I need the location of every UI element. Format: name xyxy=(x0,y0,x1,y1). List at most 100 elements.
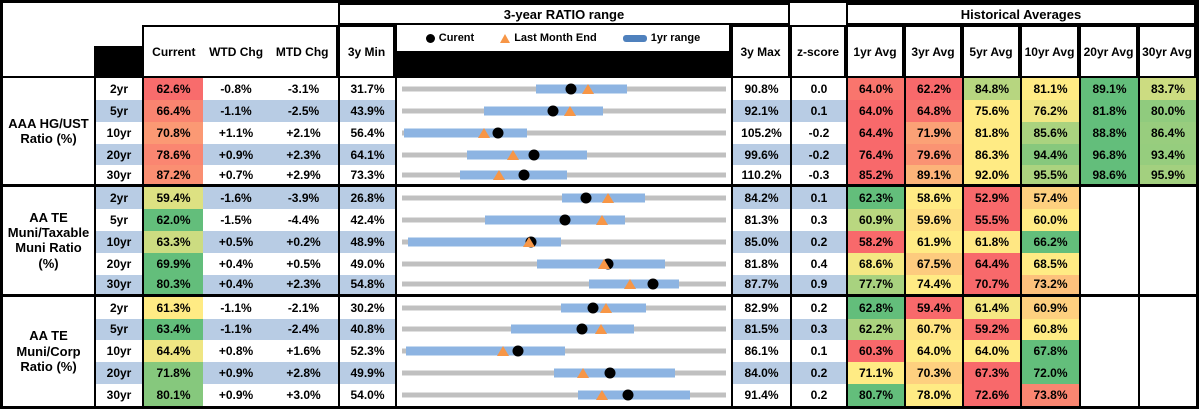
current-cell: 66.4% xyxy=(142,99,203,122)
zscore-cell: 0.0 xyxy=(790,78,846,100)
legend-range-item: 1yr range xyxy=(622,32,700,44)
avg-cell: 58.2% xyxy=(846,231,904,253)
one-year-range-bar xyxy=(405,346,565,356)
avg-cell: 88.8% xyxy=(1079,121,1138,144)
last-month-end-marker xyxy=(507,149,520,160)
tenor-cell: 5yr xyxy=(94,99,142,122)
range-chart-cell xyxy=(395,362,731,385)
zscore-cell: 0.1 xyxy=(790,340,846,363)
avg-cell xyxy=(1079,231,1138,253)
avg-col-header-5yr: 5yr Avg xyxy=(962,25,1020,78)
min-3y-cell: 56.4% xyxy=(338,121,395,144)
one-year-range-bar xyxy=(577,390,691,400)
tenor-cell: 5yr xyxy=(94,318,142,341)
wtd-chg-cell: +0.9% xyxy=(203,384,269,406)
last-month-end-marker xyxy=(564,105,577,116)
avg-cell: 59.6% xyxy=(904,209,962,232)
wtd-chg-cell: -1.1% xyxy=(203,99,269,122)
max-3y-cell: 87.7% xyxy=(731,274,790,297)
range-chart-cell xyxy=(395,318,731,341)
zscore-cell: 0.1 xyxy=(790,99,846,122)
mtd-chg-cell: +2.3% xyxy=(269,274,338,297)
avg-cell: 92.0% xyxy=(962,165,1020,188)
avg-cell: 55.5% xyxy=(962,209,1020,232)
legend-current-label: Curent xyxy=(438,32,475,44)
zscore-col-header: z-score xyxy=(790,25,846,78)
avg-cell: 64.0% xyxy=(846,78,904,100)
avg-cell: 86.3% xyxy=(962,143,1020,166)
three-year-range-track xyxy=(402,130,726,136)
one-year-range-bar xyxy=(484,106,603,116)
last-month-end-marker xyxy=(523,236,536,247)
current-dot xyxy=(604,367,616,379)
wtd-chg-cell: +0.5% xyxy=(203,231,269,253)
min-3y-cell: 26.8% xyxy=(338,187,395,210)
tenor-cell: 20yr xyxy=(94,362,142,385)
one-year-range-bar xyxy=(403,128,528,138)
header-spacer-left xyxy=(3,3,338,25)
three-year-range-track xyxy=(402,281,726,287)
zscore-cell: -0.2 xyxy=(790,121,846,144)
last-month-end-marker xyxy=(582,83,595,94)
wtd-chg-cell: +0.4% xyxy=(203,252,269,275)
current-cell: 80.3% xyxy=(142,274,203,297)
avg-cell: 94.4% xyxy=(1020,143,1079,166)
avg-cell: 70.7% xyxy=(962,274,1020,297)
last-month-end-marker xyxy=(602,193,615,204)
current-dot xyxy=(512,345,524,357)
one-year-range-bar xyxy=(459,170,568,180)
max-3y-cell: 99.6% xyxy=(731,143,790,166)
last-month-end-marker xyxy=(596,390,609,401)
three-year-range-track xyxy=(402,239,726,245)
current-dot xyxy=(576,323,588,335)
group-label: AA TE Muni/Taxable Muni Ratio (%) xyxy=(3,187,94,297)
range-chart-cell xyxy=(395,252,731,275)
avg-cell xyxy=(1138,274,1196,297)
max-3y-cell: 105.2% xyxy=(731,121,790,144)
avg-cell: 66.2% xyxy=(1020,231,1079,253)
avg-cell: 98.6% xyxy=(1079,165,1138,188)
range-chart-cell xyxy=(395,143,731,166)
max-3y-cell: 81.8% xyxy=(731,252,790,275)
avg-col-header-3yr: 3yr Avg xyxy=(904,25,962,78)
tenor-col-header xyxy=(94,25,142,78)
avg-cell: 81.8% xyxy=(1079,99,1138,122)
avg-cell: 64.0% xyxy=(846,99,904,122)
avg-cell: 73.2% xyxy=(1020,274,1079,297)
avg-cell: 60.8% xyxy=(1020,318,1079,341)
avg-cell: 61.8% xyxy=(962,231,1020,253)
avg-cell: 61.9% xyxy=(904,231,962,253)
tenor-cell: 2yr xyxy=(94,187,142,210)
avg-cell: 81.1% xyxy=(1020,78,1079,100)
last-month-end-marker xyxy=(477,127,490,138)
avg-cell: 71.1% xyxy=(846,362,904,385)
avg-cell: 86.4% xyxy=(1138,121,1196,144)
wtd-chg-cell: -0.8% xyxy=(203,78,269,100)
avg-cell xyxy=(1079,187,1138,210)
avg-cell xyxy=(1079,209,1138,232)
current-dot xyxy=(492,127,504,139)
zscore-cell: 0.1 xyxy=(790,187,846,210)
min-3y-col-header: 3y Min xyxy=(338,25,395,78)
min-3y-cell: 52.3% xyxy=(338,340,395,363)
avg-cell: 62.2% xyxy=(846,318,904,341)
tenor-cell: 10yr xyxy=(94,340,142,363)
wtd-chg-cell: -1.1% xyxy=(203,318,269,341)
zscore-cell: 0.2 xyxy=(790,384,846,406)
wtd-chg-col-header: WTD Chg xyxy=(209,44,264,59)
max-3y-cell: 110.2% xyxy=(731,165,790,188)
max-3y-cell: 81.5% xyxy=(731,318,790,341)
current-cell: 62.0% xyxy=(142,209,203,232)
current-dot xyxy=(518,169,530,181)
avg-cell: 93.4% xyxy=(1138,143,1196,166)
max-3y-col-header: 3y Max xyxy=(731,25,790,78)
current-cell: 59.4% xyxy=(142,187,203,210)
avg-cell: 84.8% xyxy=(962,78,1020,100)
avg-cell: 64.4% xyxy=(846,121,904,144)
avg-cell: 62.8% xyxy=(846,296,904,319)
max-3y-cell: 82.9% xyxy=(731,296,790,319)
one-year-range-bar xyxy=(466,150,588,160)
wtd-chg-cell: -1.6% xyxy=(203,187,269,210)
range-chart-cell xyxy=(395,384,731,406)
mtd-chg-cell: -4.4% xyxy=(269,209,338,232)
